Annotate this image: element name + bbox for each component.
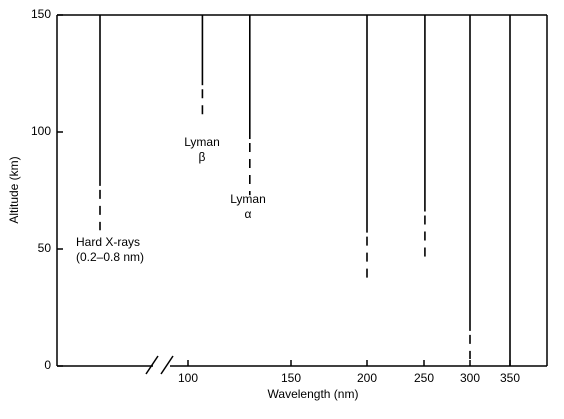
line-label: Lyman — [184, 135, 220, 149]
axis-break — [145, 355, 159, 375]
x-tick-label: 150 — [281, 371, 301, 385]
y-tick-label: 0 — [44, 358, 51, 372]
x-axis-label: Wavelength (nm) — [268, 387, 359, 401]
line-label: β — [199, 150, 206, 164]
x-tick-label: 250 — [414, 371, 434, 385]
line-label: Lyman — [230, 192, 266, 206]
y-tick-label: 150 — [31, 7, 51, 21]
y-axis-label: Altitude (km) — [7, 156, 21, 223]
x-tick-label: 350 — [500, 371, 520, 385]
x-tick-label: 100 — [178, 371, 198, 385]
y-tick-label: 100 — [31, 124, 51, 138]
x-tick-label: 300 — [460, 371, 480, 385]
x-tick-label: 200 — [357, 371, 377, 385]
axis-break — [160, 355, 174, 375]
line-label: Hard X-rays — [76, 235, 140, 249]
y-tick-label: 50 — [38, 241, 52, 255]
line-label: α — [245, 207, 252, 221]
line-label: (0.2–0.8 nm) — [76, 250, 144, 264]
